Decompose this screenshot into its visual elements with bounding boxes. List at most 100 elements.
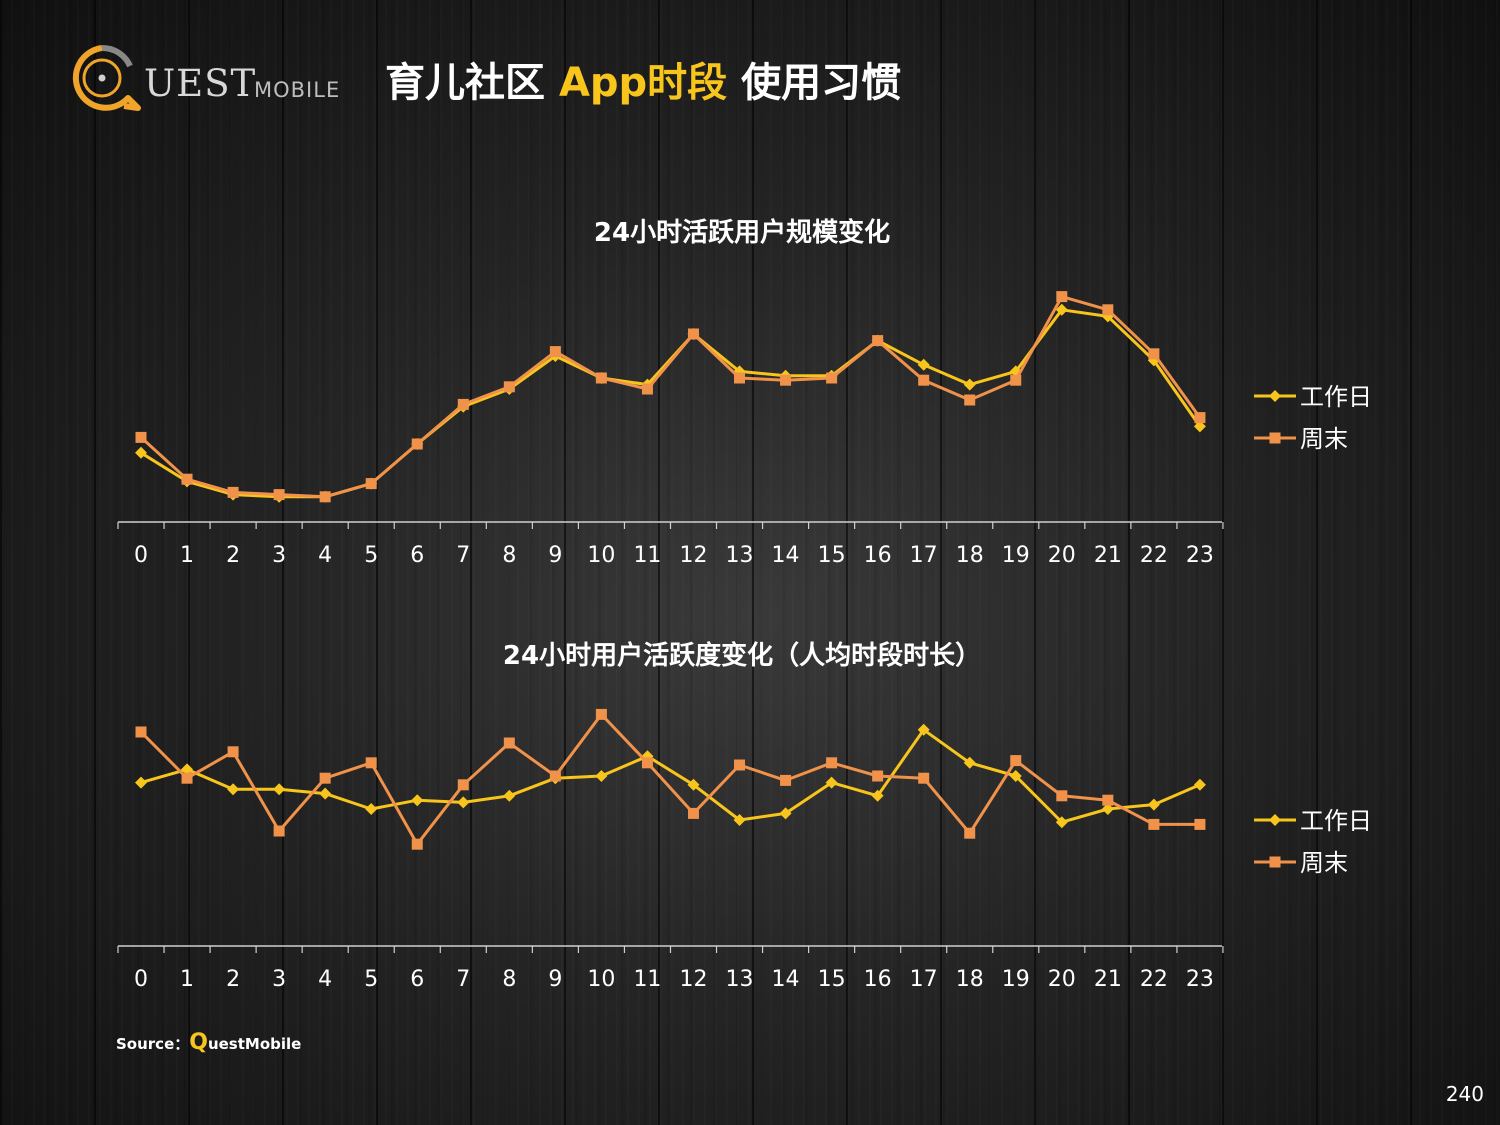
data-point-weekend: [411, 438, 423, 450]
source-note: Source：QuestMobile: [116, 1030, 301, 1055]
data-point-weekend: [273, 825, 285, 837]
data-point-workday: [963, 756, 976, 769]
x-tick-label: 14: [772, 543, 800, 568]
data-point-weekend: [780, 374, 792, 386]
data-point-weekend: [365, 478, 377, 490]
data-point-weekend: [503, 381, 515, 393]
x-tick-label: 21: [1094, 543, 1122, 568]
x-tick-label: 18: [956, 543, 984, 568]
data-point-workday: [871, 789, 884, 802]
x-tick-label: 5: [364, 543, 378, 568]
data-point-weekend: [918, 374, 930, 386]
data-point-weekend: [1194, 412, 1206, 424]
x-tick-label: 15: [818, 543, 846, 568]
x-tick-label: 14: [772, 967, 800, 992]
data-point-workday: [1193, 420, 1206, 433]
data-point-weekend: [135, 431, 147, 443]
source-label: Source：: [116, 1035, 190, 1053]
chart-title-active-users: 24小时活跃用户规模变化: [593, 218, 891, 248]
data-point-weekend: [1148, 818, 1160, 830]
data-point-workday: [963, 378, 976, 391]
page-title-part2: 使用习惯: [727, 60, 902, 106]
x-tick-label: 20: [1048, 967, 1076, 992]
data-point-weekend: [1010, 374, 1022, 386]
data-point-weekend: [227, 486, 239, 498]
data-point-weekend: [457, 779, 469, 791]
data-point-weekend: [1194, 818, 1206, 830]
x-tick-label: 6: [410, 543, 424, 568]
source-q: Q: [189, 1030, 208, 1055]
x-tick-label: 0: [134, 543, 148, 568]
activity-line-chart: 0 1 2 3 4 5 6 7 8 9 10 11 12 13 14 15 16 17 18 19 20 21 22 23工作…: [117, 708, 1372, 992]
series-line-workday: [140, 308, 1202, 499]
data-point-weekend: [734, 372, 746, 384]
x-tick-label: 20: [1048, 543, 1076, 568]
data-point-workday: [457, 796, 470, 809]
x-tick-label: 10: [587, 543, 615, 568]
data-point-weekend: [687, 807, 699, 819]
x-tick-label: 13: [726, 543, 754, 568]
x-tick-label: 4: [318, 967, 332, 992]
x-tick-label: 7: [456, 543, 470, 568]
legend-marker-weekend: [1269, 432, 1281, 444]
data-point-workday: [1055, 816, 1068, 829]
page-title: 育儿社区 App时段 使用习惯: [385, 50, 901, 108]
x-tick-label: 2: [226, 967, 240, 992]
data-point-weekend: [826, 372, 838, 384]
data-point-workday: [227, 783, 240, 796]
x-tick-label: 18: [956, 967, 984, 992]
legend-label-weekend: 周末: [1300, 849, 1348, 877]
logo-q-icon: [72, 44, 141, 111]
data-point-weekend: [365, 757, 377, 769]
data-point-weekend: [1102, 304, 1114, 316]
data-point-workday: [1147, 798, 1160, 811]
x-tick-label: 19: [1002, 967, 1030, 992]
legend-marker-workday: [1269, 390, 1281, 402]
data-point-workday: [779, 807, 792, 820]
data-point-workday: [917, 723, 930, 736]
legend-label-workday: 工作日: [1300, 807, 1372, 835]
data-point-weekend: [549, 770, 561, 782]
data-point-weekend: [319, 772, 331, 784]
data-point-weekend: [549, 346, 561, 358]
page-title-part1: 育儿社区: [385, 60, 559, 106]
x-tick-label: 0: [134, 967, 148, 992]
x-tick-label: 22: [1140, 967, 1168, 992]
x-tick-label: 19: [1002, 543, 1030, 568]
x-tick-label: 9: [548, 543, 562, 568]
data-point-workday: [411, 794, 424, 807]
data-point-weekend: [273, 489, 285, 501]
x-tick-label: 7: [456, 967, 470, 992]
x-tick-label: 1: [180, 967, 194, 992]
x-tick-label: 4: [318, 543, 332, 568]
data-point-weekend: [503, 737, 515, 749]
data-point-weekend: [641, 757, 653, 769]
page-title-accent: App时段: [558, 60, 728, 106]
x-tick-label: 1: [180, 543, 194, 568]
x-tick-label: 11: [633, 967, 661, 992]
x-tick-label: 12: [679, 543, 707, 568]
data-point-weekend: [964, 827, 976, 839]
data-point-weekend: [734, 759, 746, 771]
x-tick-label: 9: [548, 967, 562, 992]
data-point-workday: [1193, 778, 1206, 791]
series-line-workday: [140, 728, 1201, 824]
x-tick-label: 17: [910, 543, 938, 568]
data-point-workday: [273, 783, 286, 796]
x-tick-label: 11: [633, 543, 661, 568]
logo-text: UEST: [144, 62, 257, 105]
data-point-workday: [181, 763, 194, 776]
data-point-workday: [733, 814, 746, 826]
data-point-weekend: [1102, 794, 1114, 806]
data-point-weekend: [319, 491, 331, 503]
data-point-weekend: [181, 772, 193, 784]
x-tick-label: 8: [502, 543, 516, 568]
data-point-workday: [135, 446, 147, 459]
data-point-weekend: [1056, 291, 1068, 303]
legend-label-workday: 工作日: [1300, 383, 1372, 411]
series-line-weekend: [139, 295, 1202, 499]
logo-subtext: MOBILE: [254, 78, 341, 102]
legend-marker-weekend: [1269, 856, 1281, 868]
data-point-weekend: [872, 770, 884, 782]
x-tick-label: 3: [272, 967, 286, 992]
